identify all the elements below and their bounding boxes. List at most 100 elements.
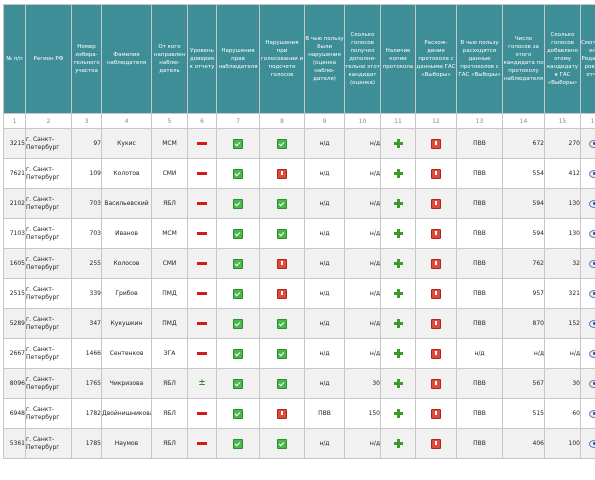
- col-header-trust-level: Уровень доверия к отчету: [187, 4, 217, 114]
- table-row: 2667 г. Санкт-Петербург 1466 Сентенков ЗГА н/…: [3, 338, 595, 369]
- trust-level: [187, 278, 217, 309]
- view-report-button[interactable]: [580, 278, 595, 309]
- gas-discrepancy-status: [415, 128, 457, 159]
- view-report-button[interactable]: [580, 218, 595, 249]
- view-report-icon[interactable]: [589, 199, 595, 208]
- trust-level: [187, 158, 217, 189]
- column-number-row: 1 2 3 4 5 6 7 8 9 10 11 12 13 14 15 16: [3, 113, 595, 129]
- gas-discrepancy-status: [415, 338, 457, 369]
- view-report-icon[interactable]: [589, 379, 595, 388]
- view-report-icon[interactable]: [589, 409, 595, 418]
- gas-discrepancy-status: [415, 218, 457, 249]
- no-violation-check-icon: [277, 198, 287, 209]
- view-report-button[interactable]: [580, 428, 595, 459]
- violations-favor: н/д: [304, 158, 345, 189]
- votes-added: 60: [544, 398, 581, 429]
- view-report-button[interactable]: [580, 158, 595, 189]
- candidate-votes: 594: [502, 218, 545, 249]
- no-violation-check-icon: [233, 378, 243, 389]
- view-report-icon[interactable]: [589, 169, 595, 178]
- region: г. Санкт-Петербург: [25, 368, 72, 399]
- no-violation-check-icon: [233, 228, 243, 239]
- no-violation-check-icon: [277, 438, 287, 449]
- voting-violation-status: [259, 338, 305, 369]
- view-report-button[interactable]: [580, 188, 595, 219]
- view-report-icon[interactable]: [589, 289, 595, 298]
- low-trust-dash-icon: [197, 292, 207, 295]
- low-trust-dash-icon: [197, 322, 207, 325]
- gas-discrepancy-status: [415, 428, 457, 459]
- table-row: 3215 г. Санкт-Петербург 97 Кукис МСМ н/д н/д ПВ…: [3, 128, 595, 159]
- no-violation-check-icon: [277, 318, 287, 329]
- observer-name: Грибов: [101, 278, 152, 309]
- view-report-icon[interactable]: [589, 349, 595, 358]
- gas-discrepancy-status: [415, 278, 457, 309]
- gas-discrepancy-status: [415, 308, 457, 339]
- discrepancy-favor: ПВВ: [456, 158, 503, 189]
- no-violation-check-icon: [233, 348, 243, 359]
- region: г. Санкт-Петербург: [25, 398, 72, 429]
- view-report-button[interactable]: [580, 398, 595, 429]
- candidate-votes: 870: [502, 308, 545, 339]
- violation-alert-icon: [431, 228, 441, 239]
- polling-station-number: 255: [71, 248, 102, 279]
- view-report-button[interactable]: [580, 368, 595, 399]
- votes-added: 130: [544, 218, 581, 249]
- trust-level: [187, 428, 217, 459]
- candidate-votes: 672: [502, 128, 545, 159]
- rights-violation-status: [216, 128, 260, 159]
- view-report-icon[interactable]: [589, 319, 595, 328]
- protocol-copy-status: [380, 308, 416, 339]
- observer-name: Иванов: [101, 218, 152, 249]
- observer-name: Колотов: [101, 158, 152, 189]
- region: г. Санкт-Петербург: [25, 428, 72, 459]
- header-row: № п/п Регион РФ Номер избира-тельного уч…: [3, 4, 595, 114]
- column-number: 8: [259, 113, 305, 129]
- voting-violation-status: [259, 128, 305, 159]
- no-violation-check-icon: [233, 318, 243, 329]
- view-report-button[interactable]: [580, 338, 595, 369]
- table-row: 2515 г. Санкт-Петербург 339 Грибов ПМД н/д н/д…: [3, 278, 595, 309]
- rights-violation-status: [216, 338, 260, 369]
- protocol-copy-present-plus-icon: [393, 379, 403, 388]
- sent-by: СМИ: [151, 158, 188, 189]
- violations-favor: н/д: [304, 308, 345, 339]
- observer-name: Колосов: [101, 248, 152, 279]
- voting-violation-status: [259, 308, 305, 339]
- view-report-icon[interactable]: [589, 139, 595, 148]
- polling-station-number: 1466: [71, 338, 102, 369]
- trust-level: [187, 398, 217, 429]
- trust-level: [187, 338, 217, 369]
- trust-level: ±: [187, 368, 217, 399]
- col-header-region: Регион РФ: [25, 4, 72, 114]
- report-id: 7103: [3, 218, 26, 249]
- rights-violation-status: [216, 368, 260, 399]
- votes-added: 152: [544, 308, 581, 339]
- violation-alert-icon: [431, 318, 441, 329]
- view-report-icon[interactable]: [589, 439, 595, 448]
- region: г. Санкт-Петербург: [25, 248, 72, 279]
- protocol-copy-present-plus-icon: [393, 319, 403, 328]
- report-id: 2515: [3, 278, 26, 309]
- no-violation-check-icon: [233, 438, 243, 449]
- view-report-button[interactable]: [580, 308, 595, 339]
- trust-level: [187, 308, 217, 339]
- extra-votes: н/д: [344, 308, 381, 339]
- no-violation-check-icon: [277, 228, 287, 239]
- trust-level: [187, 188, 217, 219]
- violations-favor: н/д: [304, 428, 345, 459]
- low-trust-dash-icon: [197, 442, 207, 445]
- protocol-copy-status: [380, 128, 416, 159]
- col-header-protocol-copy: Наличие копии протокола: [380, 4, 416, 114]
- extra-votes: 30: [344, 368, 381, 399]
- no-violation-check-icon: [233, 258, 243, 269]
- voting-violation-status: [259, 428, 305, 459]
- gas-discrepancy-status: [415, 158, 457, 189]
- view-report-icon[interactable]: [589, 229, 595, 238]
- view-report-icon[interactable]: [589, 259, 595, 268]
- rights-violation-status: [216, 158, 260, 189]
- view-report-button[interactable]: [580, 128, 595, 159]
- view-report-button[interactable]: [580, 248, 595, 279]
- no-violation-check-icon: [277, 348, 287, 359]
- violations-favor: н/д: [304, 188, 345, 219]
